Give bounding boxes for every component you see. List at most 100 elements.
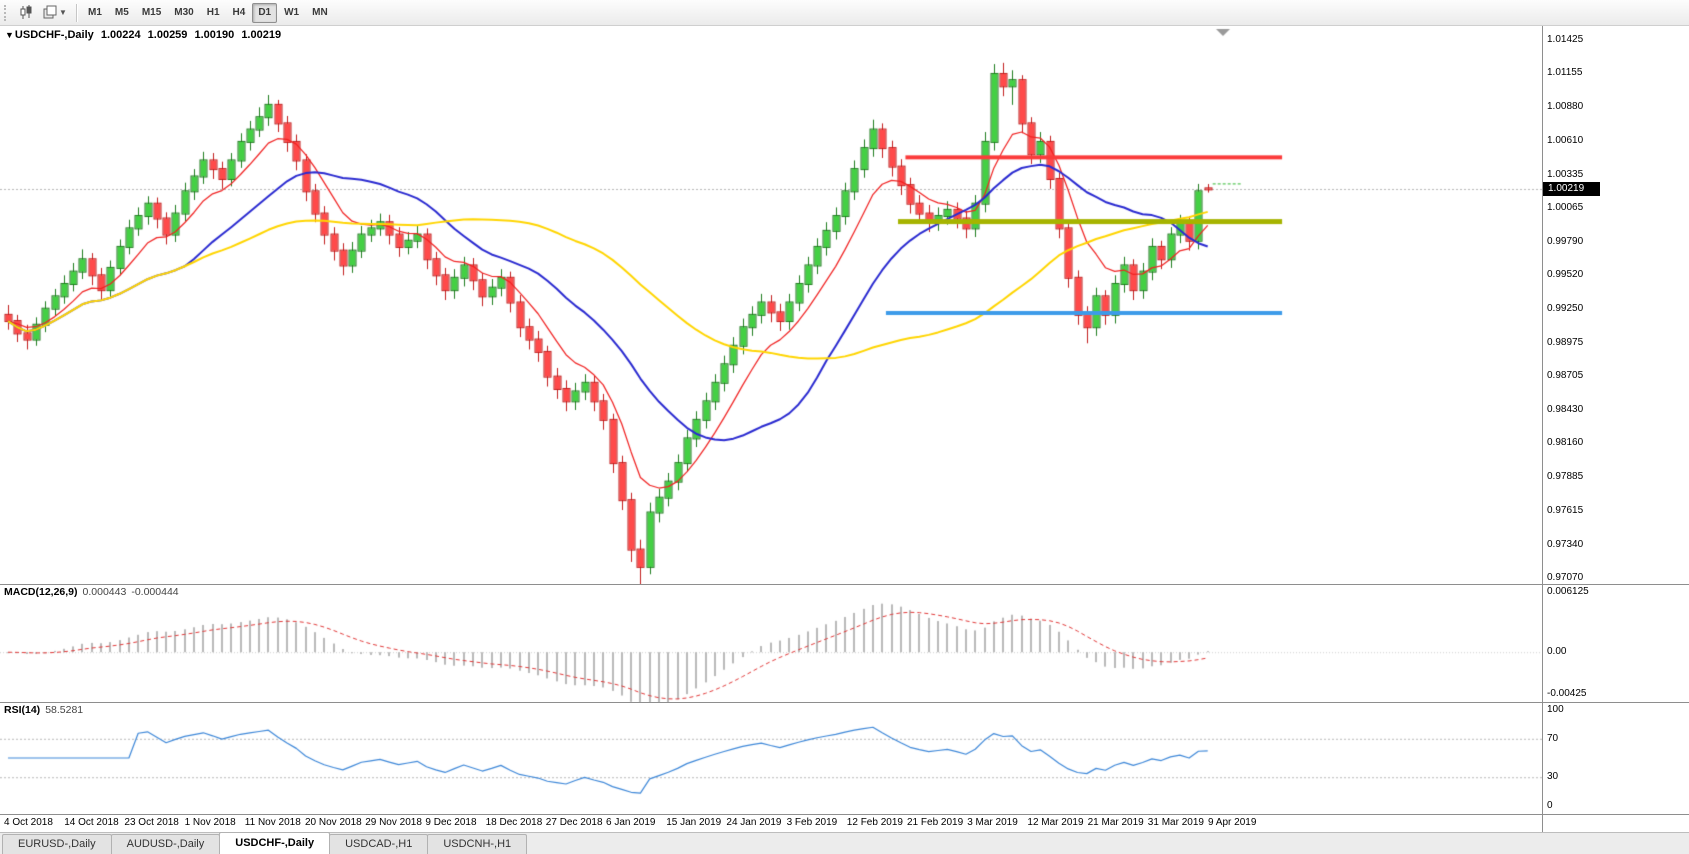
date-axis-label: 31 Mar 2019 <box>1147 817 1204 828</box>
chart-tab-label: USDCNH-,H1 <box>443 838 512 850</box>
price-axis-label: 0.99520 <box>1547 269 1584 281</box>
macd-value-main: 0.000443 <box>82 586 127 598</box>
rsi-axis-label: 30 <box>1547 771 1559 783</box>
chart-tab-bar: EURUSD-,Daily AUDUSD-,Daily USDCHF-,Daily U… <box>0 832 1689 854</box>
timeframe-button[interactable]: D1 <box>252 2 278 23</box>
rsi-axis-label: 0 <box>1547 800 1553 811</box>
price-axis-label: 1.00335 <box>1547 168 1584 180</box>
chart-tab[interactable]: USDCAD-,H1 <box>329 834 429 854</box>
main-chart-panel: ▼USDCHF-,Daily 1.00224 1.00259 1.00190 1… <box>0 26 1689 584</box>
rsi-label: RSI(14) 58.5281 <box>4 704 84 716</box>
chart-title: ▼USDCHF-,Daily 1.00224 1.00259 1.00190 1… <box>5 29 285 41</box>
date-axis-label: 20 Nov 2018 <box>305 817 362 828</box>
chart-tab-label: USDCHF-,Daily <box>235 837 315 849</box>
date-axis-label: 1 Nov 2018 <box>184 817 236 828</box>
date-axis-label: 23 Oct 2018 <box>124 817 179 828</box>
current-price-box: 1.00219 <box>1543 181 1600 196</box>
rsi-axis-label: 100 <box>1547 704 1564 715</box>
date-axis-label: 9 Apr 2019 <box>1208 817 1257 828</box>
timeframe-button[interactable]: M15 <box>136 3 167 23</box>
timeframe-button[interactable]: M5 <box>109 3 135 23</box>
panel-divider[interactable] <box>0 702 1689 703</box>
date-axis-label: 3 Mar 2019 <box>967 817 1018 828</box>
date-axis-label: 18 Dec 2018 <box>485 817 543 828</box>
date-axis-label: 21 Mar 2019 <box>1087 817 1144 828</box>
date-axis-label: 9 Dec 2018 <box>425 817 477 828</box>
date-axis-label: 12 Mar 2019 <box>1027 817 1084 828</box>
main-chart-canvas[interactable] <box>0 26 1542 584</box>
price-axis-label: 1.01155 <box>1547 67 1583 79</box>
price-axis-label: 1.01425 <box>1547 34 1584 45</box>
date-axis-label: 3 Feb 2019 <box>786 817 838 828</box>
price-axis-label: 0.97070 <box>1547 572 1584 583</box>
macd-canvas[interactable] <box>0 584 1542 702</box>
chart-tab[interactable]: EURUSD-,Daily <box>2 834 112 854</box>
timeframe-button[interactable]: H1 <box>201 3 226 23</box>
ohlc-high: 1.00259 <box>147 29 188 41</box>
macd-label: MACD(12,26,9) 0.000443 -0.000444 <box>4 586 179 598</box>
templates-button[interactable]: ▼ <box>39 3 71 23</box>
date-axis-label: 24 Jan 2019 <box>726 817 782 828</box>
chart-area: ▼USDCHF-,Daily 1.00224 1.00259 1.00190 1… <box>0 26 1689 832</box>
date-axis-label: 14 Oct 2018 <box>64 817 119 828</box>
ohlc-close: 1.00219 <box>241 29 282 41</box>
price-axis-label: 0.99790 <box>1547 235 1584 247</box>
candlestick-chart-icon <box>19 5 34 20</box>
price-axis-label: 0.97615 <box>1547 504 1584 516</box>
timeframe-button[interactable]: M30 <box>168 3 199 23</box>
panel-divider <box>0 814 1689 815</box>
chart-tab-label: AUDUSD-,Daily <box>126 838 205 850</box>
timeframe-button[interactable]: W1 <box>278 3 305 23</box>
macd-axis-label: -0.00425 <box>1547 688 1587 699</box>
date-axis-label: 15 Jan 2019 <box>666 817 722 828</box>
price-axis-label: 0.98975 <box>1547 336 1584 348</box>
symbol-label: USDCHF-,Daily <box>14 29 94 41</box>
timeframe-group: M1 M5 M15 M30 H1 H4 D1 W1 MN <box>82 2 334 23</box>
chart-tab[interactable]: USDCHF-,Daily <box>219 832 331 854</box>
macd-panel: MACD(12,26,9) 0.000443 -0.000444 0.006125 0… <box>0 584 1689 702</box>
price-axis-label: 0.97340 <box>1547 538 1584 550</box>
templates-icon <box>43 5 58 20</box>
price-axis-label: 1.00065 <box>1547 202 1584 213</box>
date-axis-label: 12 Feb 2019 <box>846 817 903 828</box>
panel-divider[interactable] <box>0 584 1689 585</box>
price-axis-divider <box>1542 26 1543 832</box>
price-axis-label: 1.00610 <box>1547 134 1584 146</box>
toolbar: ▼ M1 M5 M15 M30 H1 H4 D1 W1 MN <box>0 0 1689 26</box>
chart-tab-label: EURUSD-,Daily <box>18 838 96 850</box>
macd-axis-label: 0.006125 <box>1547 586 1589 597</box>
price-axis-label: 0.98705 <box>1547 370 1584 382</box>
toolbar-separator <box>76 3 77 22</box>
chart-tab-label: USDCAD-,H1 <box>345 838 413 850</box>
toolbar-grip[interactable] <box>4 4 9 21</box>
date-axis-label: 11 Nov 2018 <box>244 817 301 828</box>
price-axis-label: 1.00880 <box>1547 101 1584 113</box>
date-axis-label: 21 Feb 2019 <box>907 817 964 828</box>
ohlc-open: 1.00224 <box>100 29 141 41</box>
rsi-canvas[interactable] <box>0 702 1542 814</box>
macd-value-signal: -0.000444 <box>131 586 179 598</box>
price-axis-label: 0.98430 <box>1547 403 1584 415</box>
price-axis-label: 0.98160 <box>1547 437 1584 449</box>
date-axis-label: 29 Nov 2018 <box>365 817 422 828</box>
rsi-axis-label: 70 <box>1547 732 1559 744</box>
candlestick-chart-icon-button[interactable] <box>13 3 39 23</box>
macd-axis-label: 0.00 <box>1547 646 1567 658</box>
chart-tab[interactable]: USDCNH-,H1 <box>427 834 528 854</box>
timeframe-button[interactable]: H4 <box>227 3 252 23</box>
rsi-value: 58.5281 <box>45 704 84 716</box>
chart-tab[interactable]: AUDUSD-,Daily <box>110 834 221 854</box>
chevron-down-icon: ▼ <box>59 8 67 17</box>
ohlc-low: 1.00190 <box>194 29 235 41</box>
price-axis-label: 0.99250 <box>1547 302 1584 314</box>
chart-menu-icon[interactable]: ▼ <box>5 30 14 40</box>
timeframe-button[interactable]: MN <box>306 3 334 23</box>
timeframe-button[interactable]: M1 <box>82 3 108 23</box>
rsi-panel: RSI(14) 58.5281 100 70 30 0 <box>0 702 1689 814</box>
date-axis-label: 6 Jan 2019 <box>606 817 656 828</box>
date-axis-label: 4 Oct 2018 <box>4 817 53 828</box>
price-axis-label: 0.97885 <box>1547 471 1584 483</box>
date-axis-label: 27 Dec 2018 <box>545 817 603 828</box>
time-axis[interactable]: 4 Oct 2018 14 Oct 2018 23 Oct 2018 1 Nov 20… <box>0 814 1689 832</box>
